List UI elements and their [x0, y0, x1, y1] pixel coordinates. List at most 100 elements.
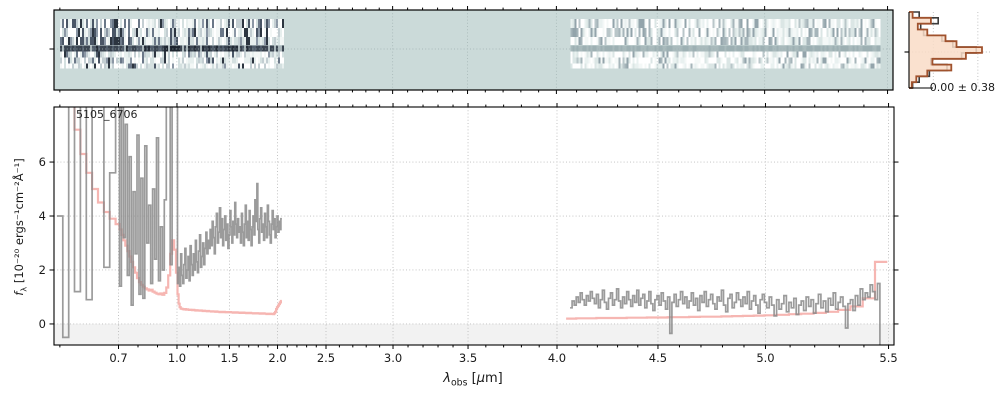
noise-px — [724, 28, 727, 37]
noise-px — [858, 57, 861, 64]
noise-px — [113, 37, 116, 45]
noise-px — [818, 57, 821, 64]
noise-trace-px — [97, 45, 100, 52]
noise-px — [734, 37, 737, 45]
noise-px — [107, 19, 110, 28]
noise-px — [700, 63, 703, 69]
noise-px — [712, 28, 715, 37]
noise-px — [702, 63, 705, 69]
noise-px — [736, 37, 739, 45]
x-axis-label-units: m] — [484, 371, 503, 386]
noise-px — [668, 37, 671, 45]
noise-px — [181, 51, 184, 58]
noise-px — [77, 28, 80, 37]
noise-trace-px — [121, 45, 124, 52]
noise-px — [822, 19, 825, 28]
noise-px — [91, 57, 94, 64]
spectrum-series — [56, 107, 888, 345]
noise-px — [828, 57, 831, 64]
noise-px — [692, 19, 695, 28]
noise-px — [79, 19, 82, 28]
noise-px — [644, 28, 647, 37]
noise-px — [620, 37, 623, 45]
noise-px — [265, 19, 268, 28]
noise-trace-px — [586, 45, 589, 52]
noise-px — [243, 51, 246, 58]
noise-trace-px — [237, 45, 240, 52]
noise-px — [660, 63, 663, 69]
noise-px — [177, 51, 180, 58]
noise-px — [702, 19, 705, 28]
noise-px — [670, 51, 673, 58]
noise-px — [652, 28, 655, 37]
noise-trace-px — [682, 45, 685, 52]
noise-px — [604, 28, 607, 37]
noise-px — [864, 28, 867, 37]
y-tick-label: 0 — [39, 317, 46, 331]
noise-px — [872, 63, 875, 69]
noise-px — [99, 19, 102, 28]
noise-trace-px — [750, 45, 753, 52]
noise-px — [694, 37, 697, 45]
noise-px — [836, 63, 839, 69]
noise-px — [187, 37, 190, 45]
noise-px — [251, 63, 254, 69]
noise-px — [205, 51, 208, 58]
noise-px — [872, 37, 875, 45]
noise-px — [127, 28, 130, 37]
noise-px — [748, 51, 751, 58]
noise-px — [748, 19, 751, 28]
noise-px — [67, 19, 70, 28]
spectrum-2d-border — [53, 9, 894, 91]
noise-px — [129, 19, 132, 28]
noise-px — [842, 19, 845, 28]
noise-px — [878, 57, 881, 64]
noise-px — [229, 57, 232, 64]
noise-px — [243, 37, 246, 45]
noise-px — [121, 37, 124, 45]
noise-px — [131, 37, 134, 45]
noise-px — [798, 57, 801, 64]
noise-px — [866, 63, 869, 69]
noise-px — [127, 57, 130, 64]
noise-px — [77, 19, 80, 28]
noise-px — [608, 63, 611, 69]
noise-px — [614, 63, 617, 69]
noise-px — [588, 51, 591, 58]
noise-trace-px — [247, 45, 250, 52]
noise-px — [626, 63, 629, 69]
noise-trace-px — [668, 45, 671, 52]
residual-histogram-outline — [909, 11, 983, 89]
noise-px — [698, 28, 701, 37]
noise-px — [580, 57, 583, 64]
noise-trace-px — [139, 45, 142, 52]
noise-px — [173, 51, 176, 58]
noise-px — [760, 19, 763, 28]
noise-trace-px — [610, 45, 613, 52]
noise-trace-px — [710, 45, 713, 52]
noise-px — [686, 57, 689, 64]
noise-px — [664, 63, 667, 69]
noise-trace-px — [800, 45, 803, 52]
noise-px — [776, 19, 779, 28]
noise-px — [209, 28, 212, 37]
noise-px — [219, 57, 222, 64]
noise-px — [155, 28, 158, 37]
noise-px — [187, 63, 190, 69]
noise-px — [145, 28, 148, 37]
noise-px — [281, 28, 284, 37]
noise-px — [716, 51, 719, 58]
noise-px — [864, 57, 867, 64]
noise-px — [145, 37, 148, 45]
noise-px — [654, 63, 657, 69]
noise-px — [658, 51, 661, 58]
noise-px — [846, 63, 849, 69]
noise-px — [848, 63, 851, 69]
noise-px — [95, 57, 98, 64]
noise-px — [273, 63, 276, 69]
noise-px — [267, 28, 270, 37]
noise-px — [724, 51, 727, 58]
noise-px — [834, 63, 837, 69]
noise-trace-px — [267, 45, 270, 52]
